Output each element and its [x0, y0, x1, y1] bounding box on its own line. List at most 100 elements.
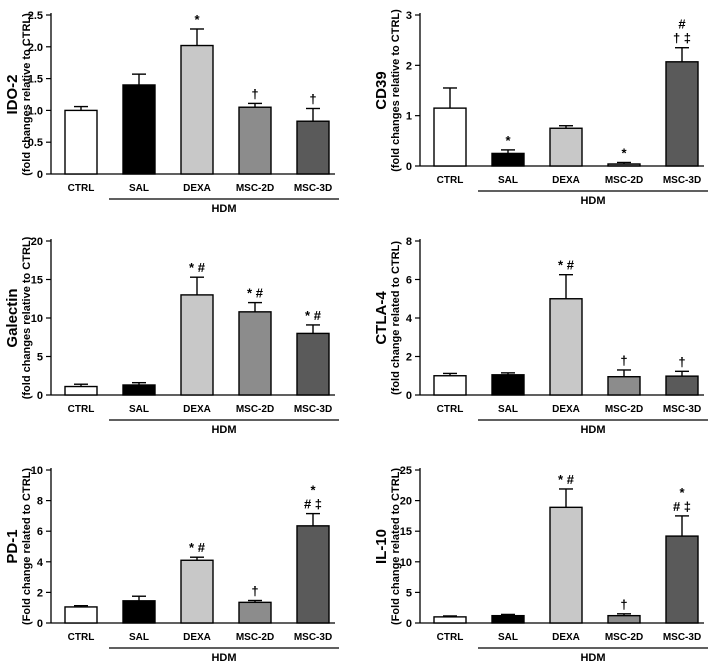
chart-panel-4: 0 2 4 6 8 CTLA-4 (fold change related to CTRL)… — [373, 236, 708, 436]
group-label: HDM — [211, 652, 236, 664]
bar-msc-3d — [665, 535, 699, 624]
category-label: MSC-2D — [605, 404, 643, 415]
significance-marker: * — [679, 485, 685, 500]
bar-msc-2d — [607, 163, 641, 167]
bar-msc-3d — [296, 525, 330, 624]
category-label: MSC-2D — [236, 404, 274, 415]
y-tick-label: 10 — [400, 557, 412, 569]
category-label: CTRL — [437, 404, 464, 415]
bar-msc-2d — [238, 106, 272, 175]
y-axis-title: IL-10 — [373, 529, 390, 564]
y-axis-title: CD39 — [373, 71, 390, 109]
y-axis-title: CTLA-4 — [373, 291, 390, 345]
y-axis-subtitle: (Fold change related to CTRL) — [390, 468, 402, 625]
y-tick-label: 3 — [406, 10, 412, 22]
chart-panel-2: 0 1 2 3 CD39 (fold changes relative to CTRL) C… — [373, 9, 708, 207]
bar-dexa — [180, 294, 214, 396]
y-tick-label: 10 — [31, 313, 43, 325]
bar-sal — [122, 84, 156, 175]
significance-marker: * — [310, 483, 316, 498]
y-tick-label: 8 — [406, 236, 412, 248]
y-tick-label: 0.5 — [28, 137, 43, 149]
bar-msc-2d — [238, 601, 272, 624]
chart-panel-5: 0 2 4 6 8 10 PD-1 (Fold change related to CTRL)… — [4, 465, 339, 664]
category-label: MSC-3D — [663, 175, 701, 186]
y-tick-label: 10 — [31, 465, 43, 477]
y-tick-label: 0 — [406, 161, 412, 173]
y-tick-label: 0 — [37, 169, 43, 181]
category-label: MSC-2D — [605, 175, 643, 186]
y-axis-title: IDO-2 — [4, 74, 21, 114]
bar-msc-2d — [238, 311, 272, 396]
category-label: DEXA — [552, 175, 580, 186]
y-axis-subtitle: (fold changes relative to CTRL) — [390, 9, 402, 172]
y-tick-label: 2 — [37, 587, 43, 599]
category-label: DEXA — [183, 183, 211, 194]
category-label: CTRL — [437, 632, 464, 643]
bar-msc-3d — [296, 332, 330, 396]
bar-sal — [491, 152, 525, 167]
bar-ctrl — [433, 616, 467, 624]
y-tick-label: 1.0 — [28, 105, 43, 117]
bar-ctrl — [64, 109, 98, 175]
significance-marker: † — [620, 353, 627, 368]
y-tick-label: 6 — [406, 275, 412, 287]
y-axis-subtitle: (fold changes relative to CTRL) — [21, 236, 33, 399]
significance-marker: * # — [558, 258, 575, 273]
y-tick-label: 0 — [406, 390, 412, 402]
y-tick-label: 0 — [406, 618, 412, 630]
chart-panel-3: 0 5 10 15 20 Galectin (fold changes relative t… — [4, 236, 339, 436]
bar-msc-3d — [296, 120, 330, 175]
category-label: MSC-3D — [663, 404, 701, 415]
y-axis-title: Galectin — [4, 288, 21, 347]
category-label: MSC-3D — [294, 404, 332, 415]
significance-marker: * # — [305, 308, 322, 323]
significance-marker: * # — [189, 540, 206, 555]
bar-dexa — [549, 506, 583, 624]
bar-dexa — [549, 127, 583, 167]
bar-msc-3d — [665, 61, 699, 167]
significance-marker: * # — [189, 260, 206, 275]
category-label: MSC-3D — [294, 183, 332, 194]
group-label: HDM — [580, 195, 605, 207]
chart-panel-6: 0 5 10 15 20 25 IL-10 (Fold change related to C… — [373, 465, 708, 664]
significance-marker: # ‡ — [673, 499, 691, 514]
group-label: HDM — [211, 203, 236, 215]
y-axis-subtitle: (fold changes relative to CTRL) — [21, 13, 33, 176]
y-tick-label: 2.0 — [28, 42, 43, 54]
y-tick-label: 1.5 — [28, 74, 43, 86]
significance-marker: † — [678, 354, 685, 369]
y-tick-label: 20 — [31, 236, 43, 248]
category-label: MSC-2D — [236, 183, 274, 194]
y-tick-label: 20 — [400, 496, 412, 508]
chart-panel-1: 0 0.5 1.0 1.5 2.0 2.5 IDO-2 (fold changes relat… — [4, 10, 339, 215]
bar-sal — [491, 614, 525, 624]
y-tick-label: 2 — [406, 352, 412, 364]
group-label: HDM — [211, 424, 236, 436]
category-label: CTRL — [68, 183, 95, 194]
y-tick-label: 15 — [31, 275, 43, 287]
category-label: SAL — [498, 404, 518, 415]
bar-ctrl — [433, 375, 467, 396]
category-label: MSC-2D — [605, 632, 643, 643]
y-tick-label: 1 — [406, 111, 412, 123]
category-label: SAL — [129, 632, 149, 643]
category-label: MSC-3D — [294, 632, 332, 643]
group-label: HDM — [580, 424, 605, 436]
y-tick-label: 5 — [406, 587, 412, 599]
y-tick-label: 0 — [37, 390, 43, 402]
bar-msc-2d — [607, 614, 641, 624]
category-label: CTRL — [68, 632, 95, 643]
y-axis-subtitle: (Fold change related to CTRL) — [21, 468, 33, 625]
category-label: DEXA — [552, 404, 580, 415]
group-label: HDM — [580, 652, 605, 664]
bar-dexa — [549, 298, 583, 396]
category-label: CTRL — [437, 175, 464, 186]
category-label: MSC-3D — [663, 632, 701, 643]
y-tick-label: 4 — [406, 313, 413, 325]
y-tick-label: 15 — [400, 526, 412, 538]
bar-sal — [491, 374, 525, 396]
y-tick-label: 2 — [406, 60, 412, 72]
significance-marker: * — [194, 12, 200, 27]
